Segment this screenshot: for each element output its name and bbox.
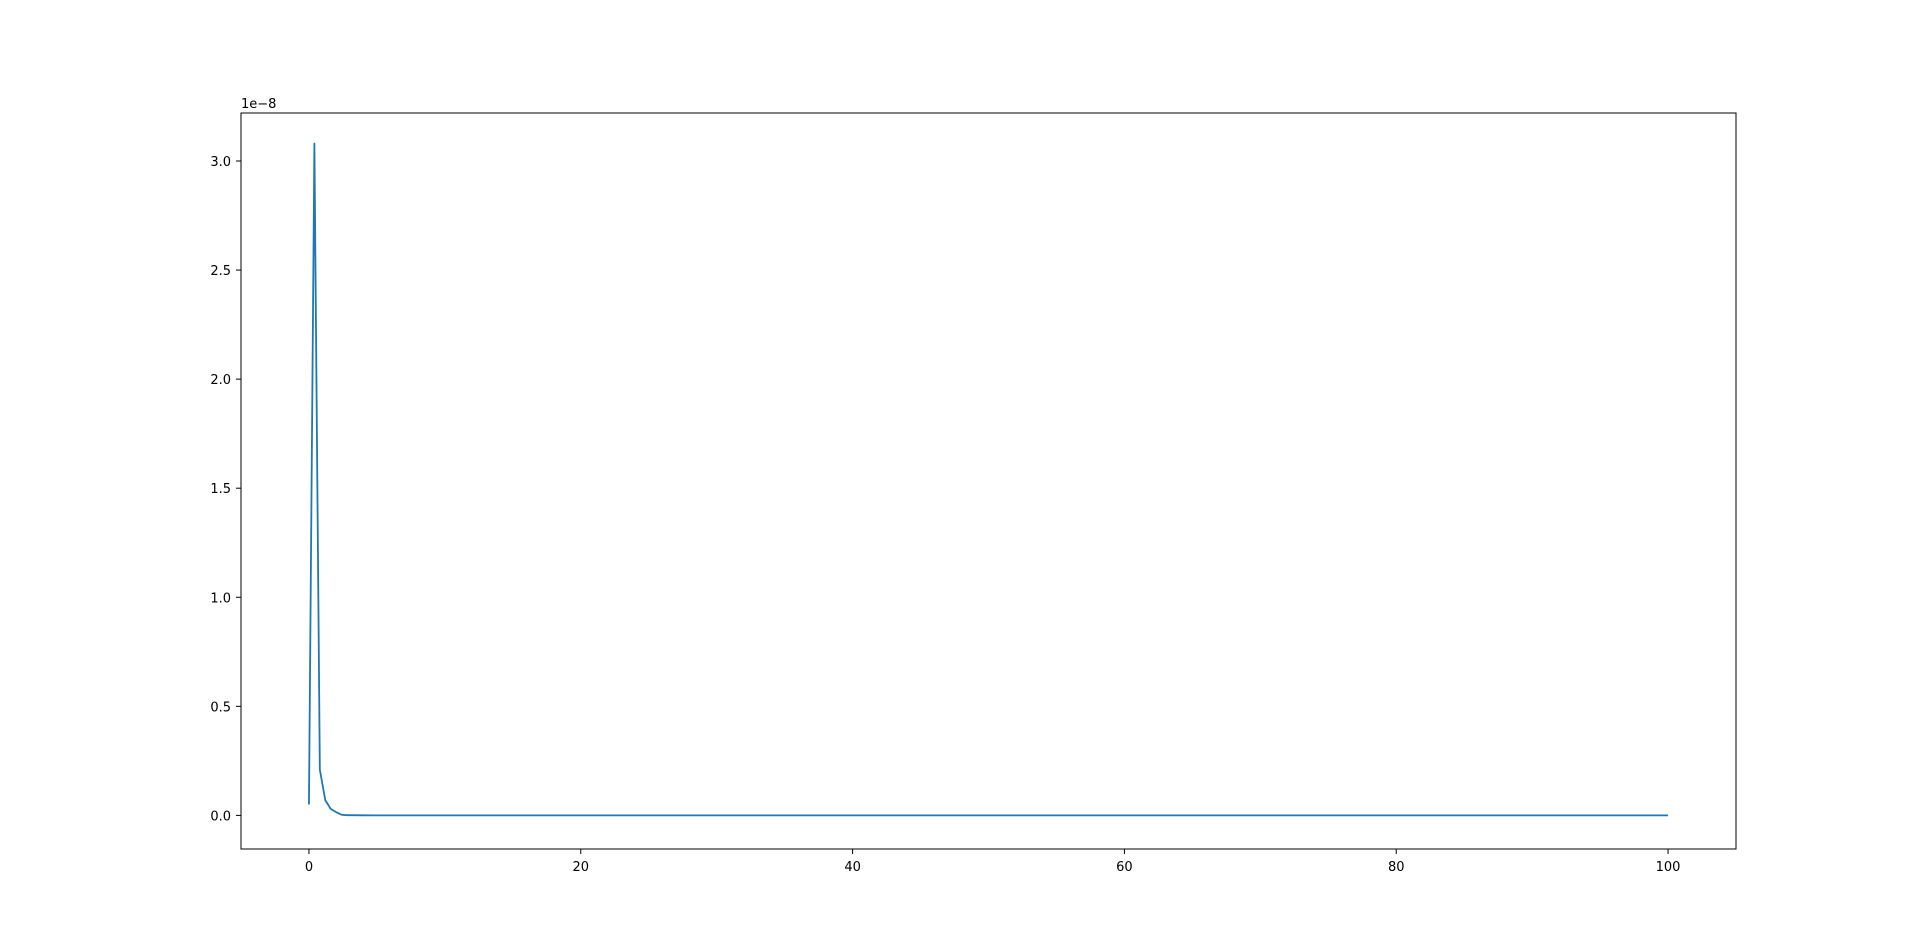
axes: 0 20 40 60 80 100 0.0 0.5 1.0 1.5 2.0 2.5 3.0 1e−8 bbox=[210, 97, 1737, 875]
y-tick-label: 0.5 bbox=[210, 700, 231, 715]
y-tick-label: 2.0 bbox=[210, 373, 231, 388]
axes-frame bbox=[240, 112, 1737, 850]
y-tick-label: 2.5 bbox=[210, 264, 231, 279]
series-line-0 bbox=[308, 142, 1669, 817]
x-tick-label: 40 bbox=[844, 860, 861, 875]
x-tick-label: 100 bbox=[1656, 860, 1681, 875]
y-offset-label: 1e−8 bbox=[241, 97, 276, 112]
y-tick-label: 3.0 bbox=[210, 155, 231, 170]
x-tick-label: 20 bbox=[572, 860, 589, 875]
x-tick-label: 60 bbox=[1116, 860, 1133, 875]
y-tick-label: 1.0 bbox=[210, 591, 231, 606]
y-tick-label: 0.0 bbox=[210, 809, 231, 824]
x-tick-label: 80 bbox=[1388, 860, 1405, 875]
x-tick-label: 0 bbox=[305, 860, 313, 875]
plot-area bbox=[308, 142, 1669, 817]
y-tick-label: 1.5 bbox=[210, 482, 231, 497]
